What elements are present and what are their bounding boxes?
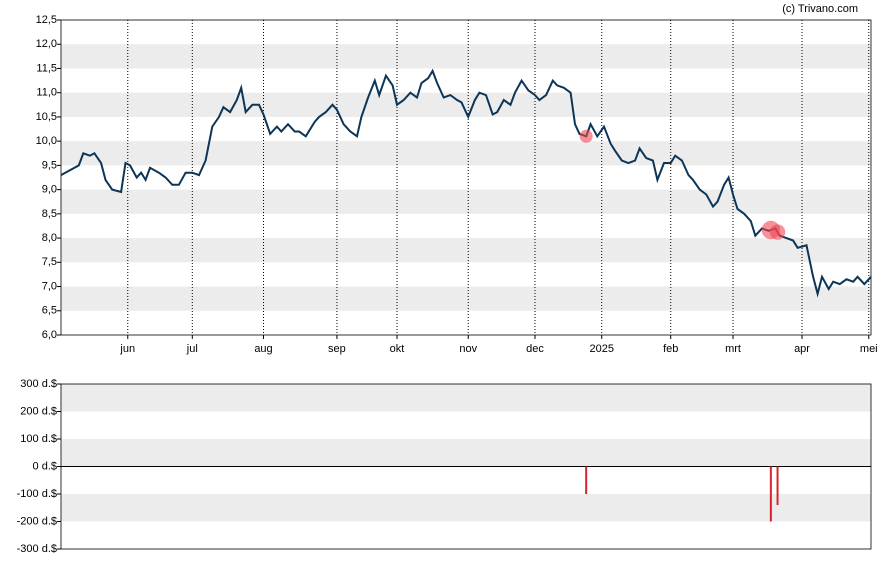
y-tick-label: 8,0: [42, 232, 57, 244]
x-tick-label: apr: [794, 343, 810, 355]
y-tick-label: -100 d.$: [17, 488, 57, 500]
y-tick-label: 6,0: [42, 329, 57, 341]
x-tick-label: 2025: [589, 343, 613, 355]
band: [61, 238, 871, 263]
band: [61, 286, 871, 311]
trade-marker: [769, 224, 786, 240]
trade-marker: [579, 129, 593, 143]
y-tick-label: 9,5: [42, 159, 57, 171]
y-tick-label: 12,0: [36, 38, 57, 50]
y-tick-label: -200 d.$: [17, 515, 57, 527]
y-tick-label: 100 d.$: [20, 433, 57, 445]
band: [61, 439, 871, 467]
x-tick-label: jul: [186, 343, 198, 355]
y-tick-label: 10,0: [36, 135, 57, 147]
x-tick-label: feb: [663, 343, 678, 355]
y-tick-label: 10,5: [36, 111, 57, 123]
y-tick-label: 6,5: [42, 305, 57, 317]
x-tick-label: aug: [254, 343, 272, 355]
plot-frame: [60, 19, 872, 336]
band: [61, 494, 871, 522]
y-tick-label: -300 d.$: [17, 543, 57, 555]
y-tick-label: 200 d.$: [20, 405, 57, 417]
y-tick-label: 11,0: [36, 87, 57, 99]
x-tick-label: mrt: [725, 343, 741, 355]
x-tick-label: jun: [119, 343, 135, 355]
band: [61, 189, 871, 214]
x-tick-label: sep: [328, 343, 346, 355]
band: [61, 384, 871, 412]
y-tick-label: 11,5: [36, 62, 57, 74]
y-tick-label: 12,5: [36, 14, 57, 26]
y-tick-label: 8,5: [42, 208, 57, 220]
y-tick-label: 7,0: [42, 280, 57, 292]
x-tick-label: dec: [526, 343, 544, 355]
y-tick-label: 300 d.$: [20, 378, 57, 390]
x-tick-label: mei: [860, 343, 878, 355]
band: [61, 44, 871, 69]
y-tick-label: 0 d.$: [33, 460, 57, 472]
y-tick-label: 9,0: [42, 184, 57, 196]
x-tick-label: nov: [459, 343, 477, 355]
y-tick-label: 7,5: [42, 256, 57, 268]
x-tick-label: okt: [390, 343, 405, 355]
price-line: [60, 68, 872, 298]
source: (c) Trivano.com: [782, 3, 858, 15]
band: [61, 141, 871, 166]
